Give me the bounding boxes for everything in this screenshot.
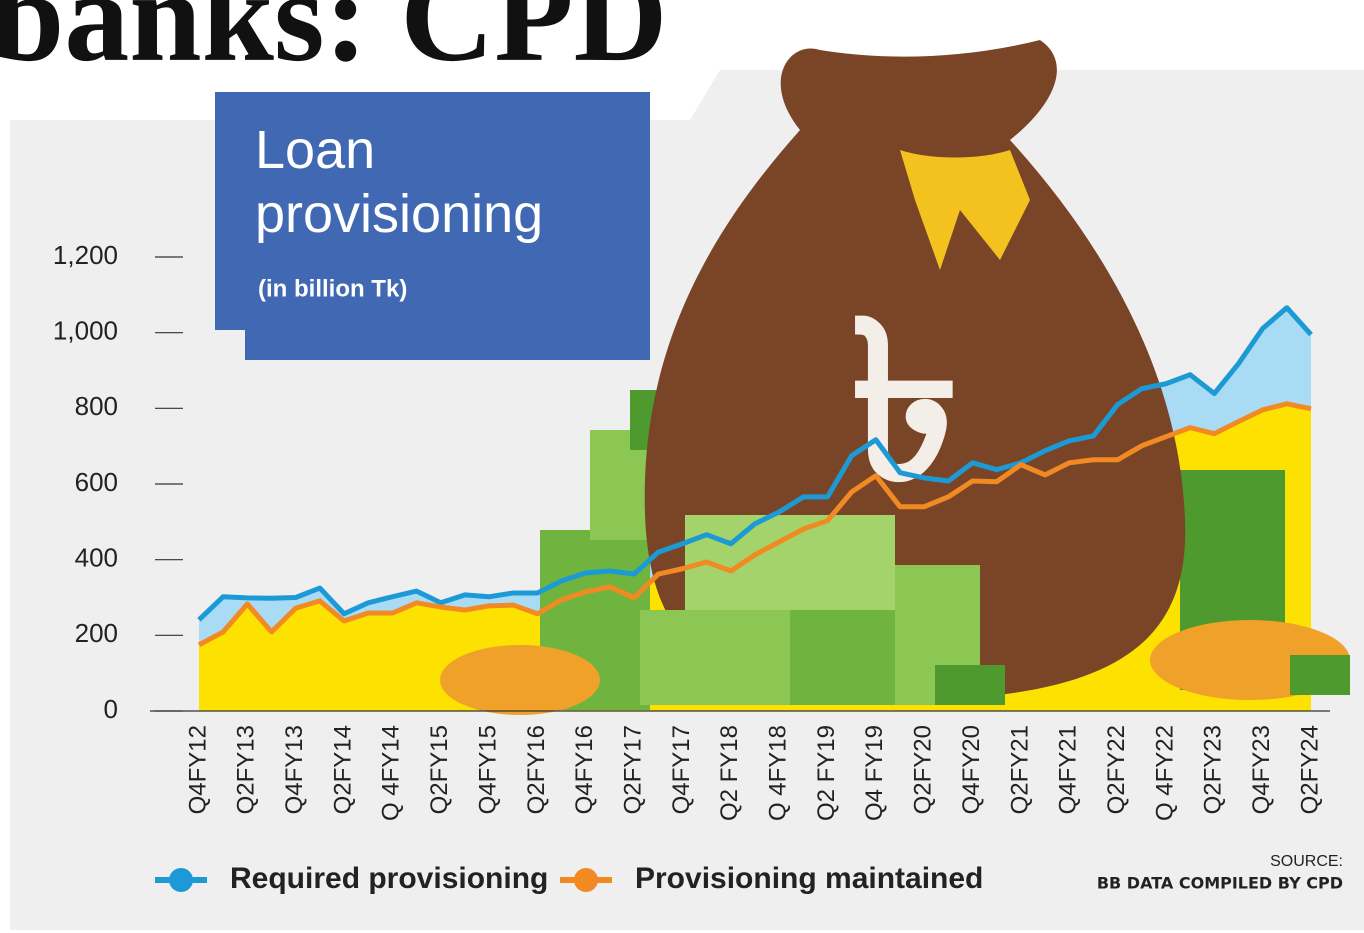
x-tick-label: Q2FY22: [1103, 725, 1130, 814]
legend-dot: [169, 868, 193, 892]
source-text: BB DATA COMPILED BY CPD: [1097, 874, 1343, 893]
x-tick-label: Q2FY15: [426, 725, 453, 814]
x-tick-label: Q4FY23: [1248, 725, 1275, 814]
cash: [935, 665, 1005, 705]
y-tick-label: 200: [75, 618, 118, 648]
x-tick-label: Q 4FY18: [765, 725, 792, 821]
x-tick-label: Q4FY15: [474, 725, 501, 814]
x-tick-label: Q4FY12: [184, 725, 211, 814]
cash: [640, 610, 790, 705]
y-tick-label: 600: [75, 467, 118, 497]
y-tick-label: 1,000: [53, 316, 118, 346]
chart: banks: CPD ৳ 0 200 400 600 800 1,000 1,200 Q4FY…: [0, 0, 1364, 933]
x-tick-label: Q2 FY18: [716, 725, 743, 821]
x-tick-label: Q2 FY19: [813, 725, 840, 821]
taka-sign: ৳: [850, 279, 960, 525]
x-tick-label: Q2FY24: [1296, 725, 1323, 814]
x-tick-label: Q4FY13: [281, 725, 308, 814]
chart-subtitle: (in billion Tk): [258, 275, 407, 302]
x-tick-label: Q4 FY19: [861, 725, 888, 821]
x-tick-label: Q2FY17: [619, 725, 646, 814]
x-tick-label: Q2FY13: [233, 725, 260, 814]
cash: [685, 515, 895, 610]
source-label: SOURCE:: [1270, 853, 1343, 870]
chart-title: Loan provisioning: [255, 118, 575, 246]
x-tick-label: Q4FY16: [571, 725, 598, 814]
coins: [440, 645, 600, 715]
legend-label: Provisioning maintained: [635, 862, 983, 895]
x-tick-label: Q4FY21: [1055, 725, 1082, 814]
x-tick-label: Q2FY16: [523, 725, 550, 814]
x-tick-label: Q4FY17: [668, 725, 695, 814]
legend-dot: [574, 868, 598, 892]
title-wrap: Loan provisioning: [255, 118, 635, 298]
x-tick-label: Q2FY20: [910, 725, 937, 814]
headline: banks: CPD: [0, 0, 667, 89]
y-tick-label: 800: [75, 391, 118, 421]
x-tick-label: Q 4FY14: [378, 725, 405, 821]
y-tick-label: 0: [104, 694, 118, 724]
y-tick-label: 400: [75, 543, 118, 573]
x-tick-label: Q 4FY22: [1151, 725, 1178, 821]
legend-label: Required provisioning: [230, 862, 548, 895]
x-tick-label: Q4FY20: [958, 725, 985, 814]
x-tick-label: Q2FY23: [1200, 725, 1227, 814]
x-tick-label: Q2FY14: [329, 725, 356, 814]
y-tick-label: 1,200: [53, 240, 118, 270]
cash: [1290, 655, 1350, 695]
x-tick-label: Q2FY21: [1006, 725, 1033, 814]
page: banks: CPD ৳ 0 200 400 600 800 1,000 1,200 Q4FY…: [0, 0, 1364, 933]
